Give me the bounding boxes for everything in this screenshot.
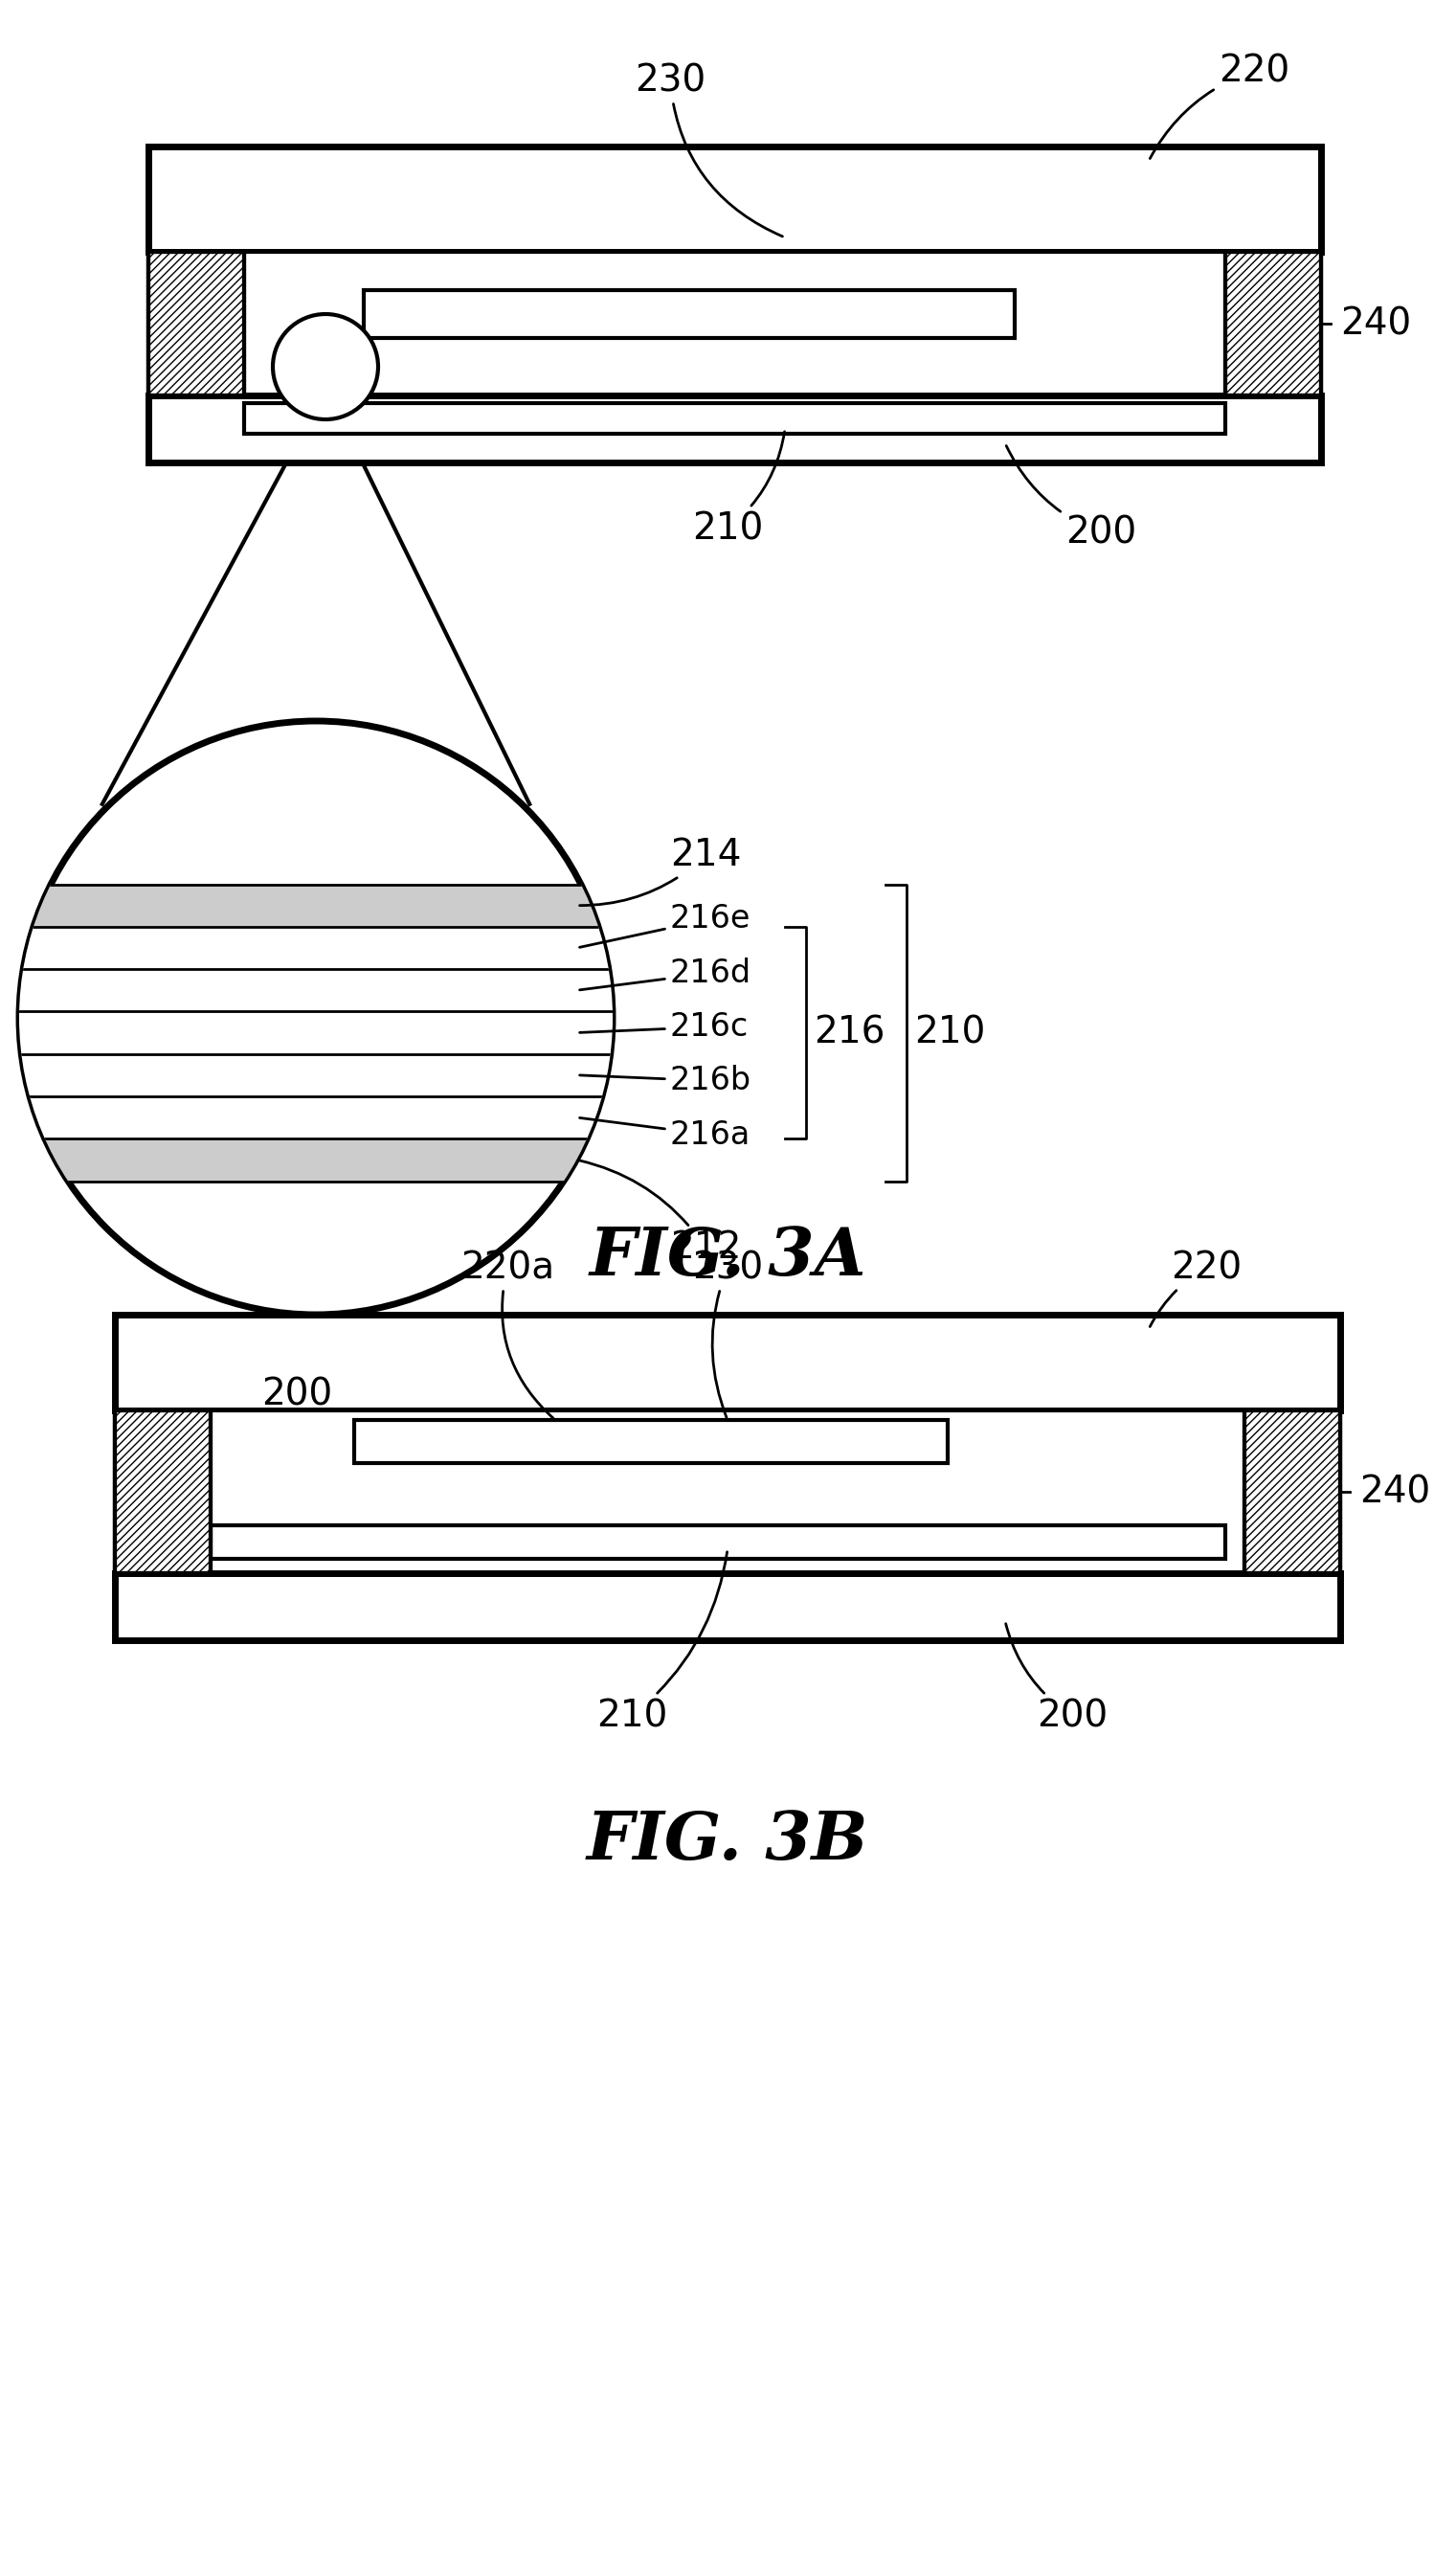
Text: 216: 216 [814, 1015, 885, 1051]
Text: 200: 200 [1006, 447, 1136, 552]
Text: 220a: 220a [460, 1249, 555, 1418]
Bar [149, 252, 1321, 396]
Text: 230: 230 [635, 62, 782, 236]
Bar [0, 1138, 761, 1182]
Circle shape [19, 722, 613, 1315]
Text: 216e: 216e [579, 904, 751, 948]
Text: 216a: 216a [579, 1118, 751, 1151]
Text: 200: 200 [261, 1377, 332, 1413]
Circle shape [272, 313, 379, 419]
Bar [149, 146, 1321, 252]
Bar [0, 1012, 761, 1053]
Bar [149, 396, 1321, 462]
Bar [0, 927, 761, 969]
Bar [115, 1315, 1340, 1410]
Bar [1245, 1410, 1340, 1572]
Text: 210: 210 [692, 432, 785, 547]
Bar [1226, 252, 1321, 396]
Bar [115, 1410, 211, 1572]
Bar [149, 252, 245, 396]
Bar [0, 969, 761, 1012]
Bar [0, 1053, 761, 1097]
Text: 210: 210 [914, 1015, 986, 1051]
Text: FIG. 3B: FIG. 3B [587, 1809, 868, 1873]
Text: 200: 200 [1006, 1624, 1108, 1734]
Bar [364, 290, 1015, 339]
Bar [0, 1097, 761, 1138]
Text: 220: 220 [1150, 1249, 1242, 1326]
Bar [1245, 1410, 1340, 1572]
Text: 220: 220 [1150, 51, 1290, 159]
Bar [115, 1410, 211, 1572]
Text: 240: 240 [1360, 1475, 1430, 1511]
Bar [115, 1572, 1340, 1639]
Text: FIG. 3A: FIG. 3A [590, 1225, 866, 1290]
Text: 240: 240 [1340, 306, 1411, 342]
Bar [149, 252, 245, 396]
Text: 230: 230 [692, 1249, 763, 1418]
Bar [115, 1410, 1340, 1572]
Bar [0, 884, 761, 927]
Text: 214: 214 [579, 837, 741, 904]
Bar [245, 403, 1226, 434]
Bar [354, 1421, 948, 1464]
Text: 212: 212 [579, 1161, 741, 1267]
Bar [211, 1526, 1226, 1559]
Text: 216b: 216b [579, 1066, 751, 1097]
Bar [1226, 252, 1321, 396]
Text: 210: 210 [596, 1552, 727, 1734]
Text: 216c: 216c [579, 1012, 748, 1043]
Text: 216d: 216d [579, 958, 751, 989]
